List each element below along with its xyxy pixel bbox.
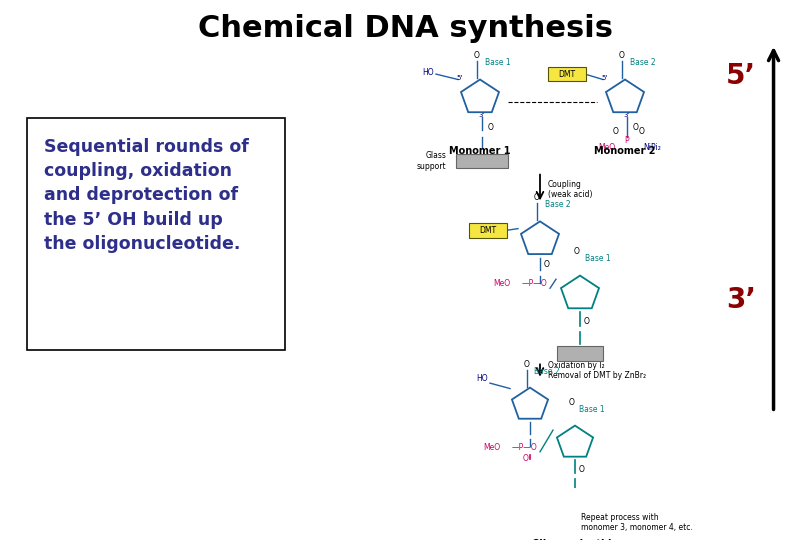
Text: Glass
support: Glass support: [416, 151, 446, 171]
Text: O: O: [613, 127, 619, 136]
Text: Base 1: Base 1: [579, 405, 604, 414]
FancyBboxPatch shape: [552, 490, 598, 504]
Text: DMT: DMT: [480, 226, 497, 235]
Text: 3’: 3’: [726, 286, 757, 314]
Polygon shape: [461, 79, 499, 112]
Text: Monomer 2: Monomer 2: [595, 146, 656, 156]
Text: 5’: 5’: [726, 62, 757, 90]
Polygon shape: [557, 426, 593, 457]
Text: 3': 3': [479, 112, 485, 118]
Text: Monomer 1: Monomer 1: [450, 146, 511, 156]
Text: Repeat process with
monomer 3, monomer 4, etc.: Repeat process with monomer 3, monomer 4…: [581, 512, 693, 532]
Text: O: O: [584, 318, 590, 326]
Text: O: O: [573, 71, 579, 80]
Polygon shape: [512, 388, 548, 418]
Text: Base 2: Base 2: [630, 58, 655, 67]
FancyBboxPatch shape: [27, 118, 285, 350]
Text: O: O: [544, 260, 550, 268]
Text: HO: HO: [422, 68, 434, 77]
Text: O: O: [579, 465, 585, 474]
Text: O: O: [523, 454, 529, 463]
FancyBboxPatch shape: [548, 67, 586, 82]
Polygon shape: [606, 79, 644, 112]
Text: P: P: [625, 136, 629, 145]
Text: MeO: MeO: [598, 143, 615, 152]
Text: O: O: [498, 231, 504, 240]
Text: O: O: [569, 398, 575, 407]
Text: —P—O: —P—O: [522, 279, 548, 288]
Text: Base 2: Base 2: [545, 200, 570, 209]
Text: Base 1: Base 1: [585, 254, 611, 263]
Text: O: O: [633, 123, 639, 132]
Text: O: O: [534, 193, 540, 202]
Text: Sequential rounds of
coupling, oxidation
and deprotection of
the 5’ OH build up
: Sequential rounds of coupling, oxidation…: [45, 138, 249, 253]
Text: 5': 5': [457, 75, 463, 80]
Text: HO: HO: [476, 374, 488, 383]
Text: O: O: [474, 51, 480, 60]
Text: Chemical DNA synthesis: Chemical DNA synthesis: [198, 15, 612, 43]
FancyBboxPatch shape: [469, 223, 507, 238]
FancyBboxPatch shape: [557, 346, 603, 361]
Polygon shape: [561, 275, 599, 308]
Text: 5': 5': [602, 75, 608, 80]
Text: O: O: [488, 123, 494, 132]
Text: NiPi₂: NiPi₂: [643, 143, 661, 152]
Text: O: O: [619, 51, 625, 60]
Text: Base 2: Base 2: [534, 367, 560, 376]
Text: DMT: DMT: [558, 70, 576, 79]
Text: O: O: [639, 127, 645, 136]
Text: MeO: MeO: [483, 443, 500, 452]
Text: MeO: MeO: [492, 279, 510, 288]
Text: O: O: [524, 360, 530, 369]
Text: O: O: [574, 247, 580, 256]
FancyBboxPatch shape: [456, 153, 508, 168]
Text: 3': 3': [624, 112, 630, 118]
Text: Coupling
(weak acid): Coupling (weak acid): [548, 180, 592, 199]
Text: —P—O: —P—O: [512, 443, 538, 452]
Text: Base 1: Base 1: [485, 58, 510, 67]
Text: Oxidation by I₂
Removal of DMT by ZnBr₂: Oxidation by I₂ Removal of DMT by ZnBr₂: [548, 361, 646, 380]
Polygon shape: [521, 221, 559, 254]
Text: Oligonucleotide: Oligonucleotide: [531, 539, 619, 540]
